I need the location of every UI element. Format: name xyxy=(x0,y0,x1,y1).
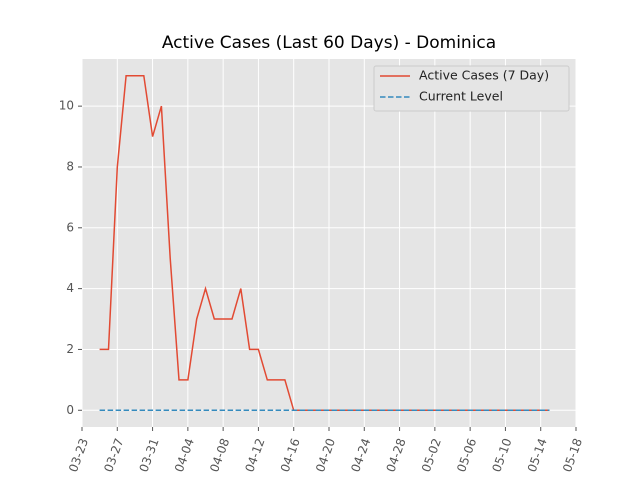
legend-label: Active Cases (7 Day) xyxy=(419,68,549,83)
y-tick-label: 4 xyxy=(66,281,74,295)
marks xyxy=(99,74,550,412)
legend-label: Current Level xyxy=(419,89,503,104)
legend-box xyxy=(373,65,570,112)
y-tick-label: 2 xyxy=(66,342,74,356)
y-tick-label: 8 xyxy=(66,159,74,173)
y-tick-label: 10 xyxy=(59,99,74,113)
y-tick-label: 0 xyxy=(66,403,74,417)
y-tick-label: 6 xyxy=(66,220,74,234)
chart-title: Active Cases (Last 60 Days) - Dominica xyxy=(162,33,496,53)
